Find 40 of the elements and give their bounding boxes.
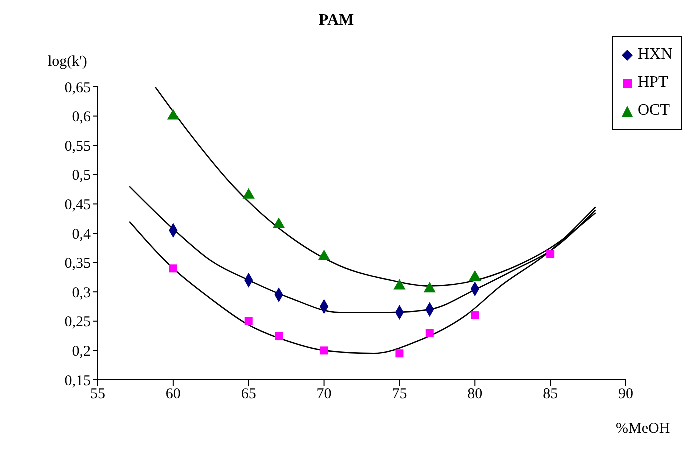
point bbox=[272, 218, 286, 228]
point bbox=[318, 250, 330, 260]
y-tick-label: 0,5 bbox=[72, 168, 91, 184]
point bbox=[167, 109, 180, 120]
y-axis-title: log(k') bbox=[48, 54, 88, 71]
x-tick-label: 65 bbox=[241, 386, 256, 403]
point bbox=[242, 188, 255, 199]
x-tick-label: 55 bbox=[90, 386, 106, 403]
point bbox=[471, 312, 480, 320]
point bbox=[169, 264, 178, 273]
x-tick-label: 85 bbox=[543, 386, 558, 403]
point bbox=[320, 346, 328, 355]
point bbox=[546, 250, 555, 258]
y-tick-label: 0,25 bbox=[64, 314, 91, 331]
x-tick-label: 90 bbox=[618, 386, 634, 403]
y-tick-label: 0,35 bbox=[64, 256, 91, 272]
y-tick-label: 0,55 bbox=[64, 138, 91, 155]
x-tick-label: 60 bbox=[166, 386, 181, 403]
point bbox=[275, 332, 284, 340]
y-tick-label: 0,2 bbox=[72, 344, 91, 360]
y-tick-label: 0,6 bbox=[72, 110, 92, 126]
x-tick-label: 80 bbox=[468, 386, 483, 403]
y-tick-label: 0,4 bbox=[72, 226, 92, 243]
point bbox=[394, 279, 406, 290]
point bbox=[244, 317, 253, 326]
chart-title: PAM bbox=[318, 12, 356, 30]
legend-label: HXN bbox=[638, 46, 673, 64]
point bbox=[424, 282, 436, 293]
legend-label: HPT bbox=[638, 74, 668, 92]
point bbox=[426, 329, 434, 338]
point bbox=[396, 350, 404, 358]
x-axis-title: %MeOH bbox=[616, 421, 670, 438]
y-tick-label: 0,3 bbox=[72, 285, 91, 302]
y-tick-label: 0,45 bbox=[64, 198, 91, 214]
point bbox=[469, 270, 482, 281]
x-tick-label: 70 bbox=[316, 386, 332, 403]
y-tick-label: 0,65 bbox=[64, 80, 91, 96]
y-tick-label: 0,15 bbox=[64, 373, 91, 390]
legend-label: OCT bbox=[638, 102, 670, 120]
x-tick-label: 75 bbox=[392, 386, 408, 403]
